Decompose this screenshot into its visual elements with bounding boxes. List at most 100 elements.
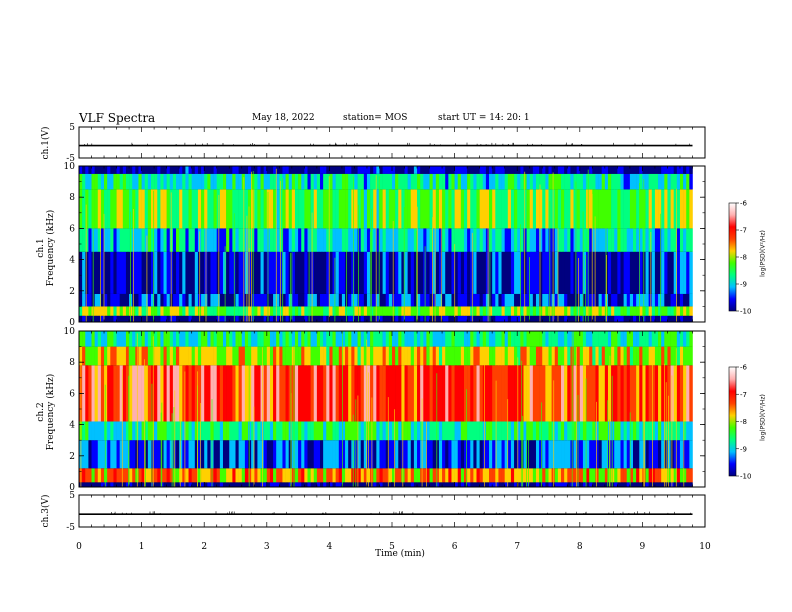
spectrogram-cell: [157, 421, 161, 441]
spectrogram-cell: [589, 166, 593, 174]
spectrogram-cell: [291, 346, 296, 366]
spectrogram-cell: [113, 189, 117, 229]
spectrogram-cell: [110, 315, 114, 322]
spectrogram-cell: [604, 346, 609, 366]
spectrogram-cell: [298, 173, 302, 190]
spectrogram-cell: [683, 173, 687, 190]
spectrogram-cell: [611, 365, 615, 422]
spectrogram-cell: [676, 346, 681, 366]
spectrogram-cell: [104, 331, 108, 347]
spectrogram-cell: [676, 189, 681, 229]
spectrogram-cell: [273, 482, 277, 487]
spectrogram-cell: [154, 440, 158, 469]
spectrogram-cell: [207, 346, 211, 366]
spectrogram-cell: [645, 331, 649, 347]
spectrogram-cell: [561, 331, 565, 347]
spectrogram-cell: [395, 331, 399, 347]
y-tick-label: -5: [66, 154, 75, 164]
spectrogram-cell: [276, 173, 280, 190]
spectrogram-cell: [273, 306, 277, 316]
spectrogram-cell: [526, 306, 531, 316]
colorbar-ch2-label: log(PSD)(V²/Hz): [759, 394, 767, 441]
spectrogram-cell: [507, 365, 512, 422]
spectrogram-cell: [260, 331, 264, 347]
spectrogram-cell: [210, 251, 214, 294]
spectrogram-cell: [407, 189, 412, 229]
spectrogram-cell: [445, 482, 449, 487]
spectrogram-cell: [636, 251, 640, 294]
spectrogram-cell: [313, 421, 318, 441]
spectrogram-cell: [254, 315, 258, 322]
spectrogram-cell: [226, 365, 230, 422]
spectrogram-cell: [489, 315, 493, 322]
spectrogram-cell: [301, 306, 305, 316]
spectrogram-cell: [169, 468, 174, 483]
spectrogram-cell: [410, 251, 415, 294]
spectrogram-cell: [163, 173, 167, 190]
spectrogram-cell: [501, 306, 505, 316]
spectrogram-cell: [645, 189, 649, 229]
spectrogram-cell: [401, 251, 405, 294]
spectrogram-cell: [636, 346, 640, 366]
spectrogram-cell: [410, 315, 415, 322]
spectrogram-cell: [263, 346, 268, 366]
spectrogram-cell: [138, 440, 142, 469]
spectrogram-cell: [163, 228, 167, 252]
spectrogram-cell: [479, 173, 484, 190]
spectrogram-cell: [413, 440, 418, 469]
spectrogram-cell: [157, 228, 161, 252]
spectrogram-cell: [413, 189, 418, 229]
spectrogram-cell: [150, 331, 155, 347]
spectrogram-cell: [210, 228, 214, 252]
spectrogram-cell: [269, 228, 274, 252]
spectrogram-cell: [320, 315, 324, 322]
spectrogram-cell: [385, 189, 390, 229]
spectrogram-cell: [470, 365, 474, 422]
spectrogram-cell: [179, 440, 183, 469]
spectrogram-cell: [326, 315, 330, 322]
spectrogram-cell: [110, 440, 114, 469]
spectrogram-cell: [194, 189, 199, 229]
spectrogram-cell: [420, 293, 424, 307]
spectrogram-cell: [229, 166, 233, 174]
spectrogram-cell: [504, 421, 509, 441]
spectrogram-cell: [445, 468, 449, 483]
spectrogram-cell: [463, 482, 468, 487]
spectrogram-cell: [535, 421, 540, 441]
spectrogram-cell: [226, 346, 230, 366]
spectrogram-cell: [535, 346, 540, 366]
spectrogram-cell: [260, 228, 264, 252]
spectrogram-cell: [107, 421, 111, 441]
spectrogram-cell: [329, 228, 333, 252]
spectrogram-cell: [673, 306, 678, 316]
spectrogram-cell: [582, 228, 587, 252]
spectrogram-cell: [191, 482, 196, 487]
spectrogram-cell: [586, 251, 590, 294]
spectrogram-cell: [532, 251, 537, 294]
spectrogram-cell: [269, 421, 274, 441]
spectrogram-cell: [629, 173, 634, 190]
spectrogram-cell: [154, 166, 158, 174]
spectrogram-cell: [564, 346, 568, 366]
spectrogram-cell: [100, 306, 105, 316]
spectrogram-cell: [116, 482, 120, 487]
spectrogram-cell: [360, 365, 365, 422]
spectrogram-cell: [601, 440, 606, 469]
spectrogram-cell: [222, 482, 227, 487]
spectrogram-cell: [582, 293, 587, 307]
spectrogram-cell: [620, 365, 624, 422]
spectrogram-cell: [129, 468, 133, 483]
colorbar-tick-label: -7: [740, 227, 747, 235]
spectrogram-cell: [222, 331, 227, 347]
spectrogram-cell: [82, 251, 86, 294]
spectrogram-cell: [207, 173, 211, 190]
spectrogram-cell: [651, 346, 656, 366]
spectrogram-cell: [113, 306, 117, 316]
spectrogram-cell: [460, 166, 465, 174]
spectrogram-cell: [282, 315, 286, 322]
spectrogram-cell: [392, 293, 396, 307]
spectrogram-cell: [611, 315, 615, 322]
spectrogram-cell: [564, 468, 568, 483]
spectrogram-cell: [445, 189, 449, 229]
spectrogram-cell: [395, 482, 399, 487]
